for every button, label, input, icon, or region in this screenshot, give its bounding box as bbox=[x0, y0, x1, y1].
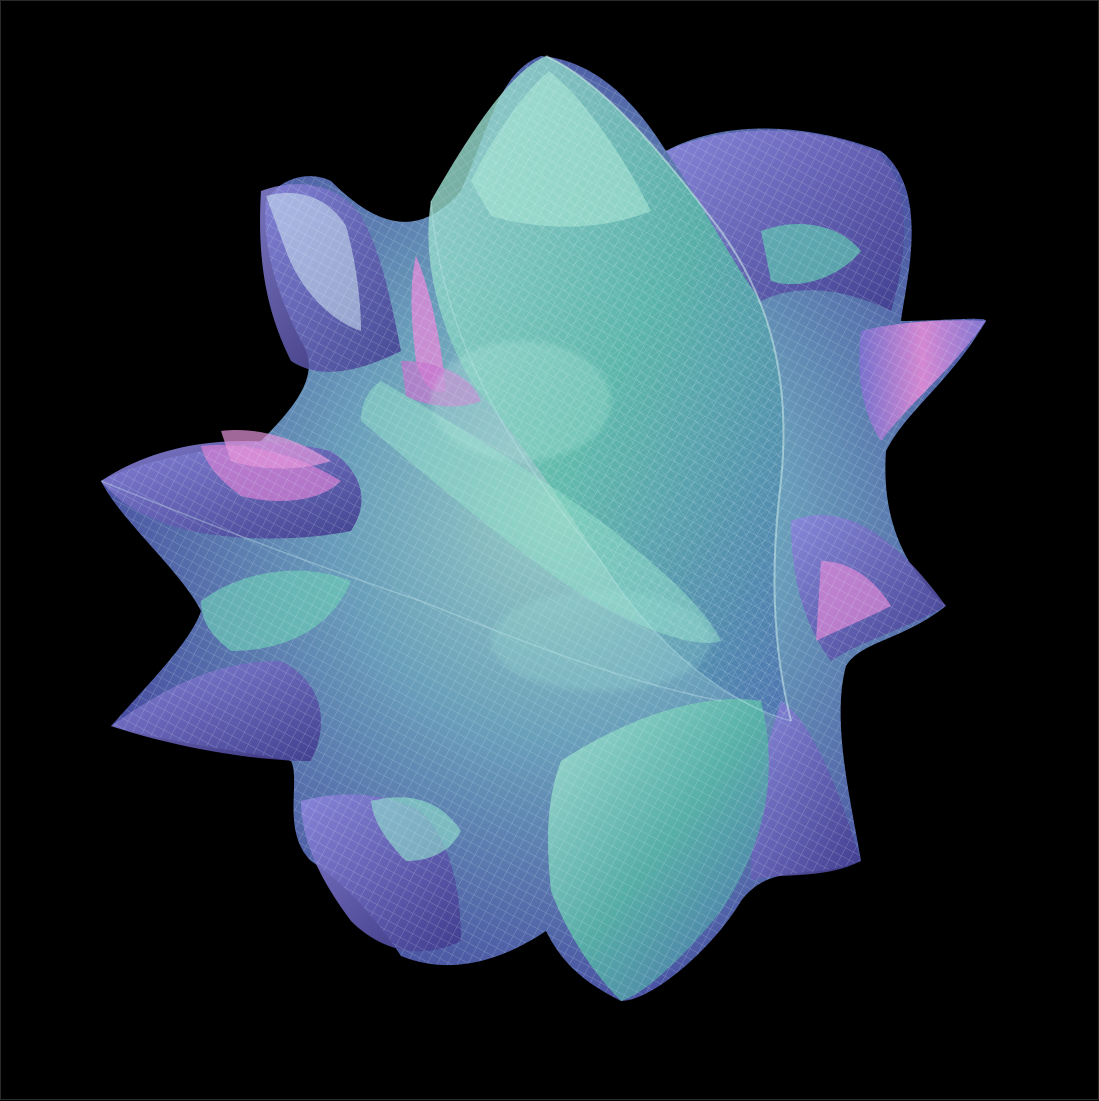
image-frame bbox=[0, 0, 1099, 1100]
calabi-yau-surface bbox=[100, 55, 986, 1001]
